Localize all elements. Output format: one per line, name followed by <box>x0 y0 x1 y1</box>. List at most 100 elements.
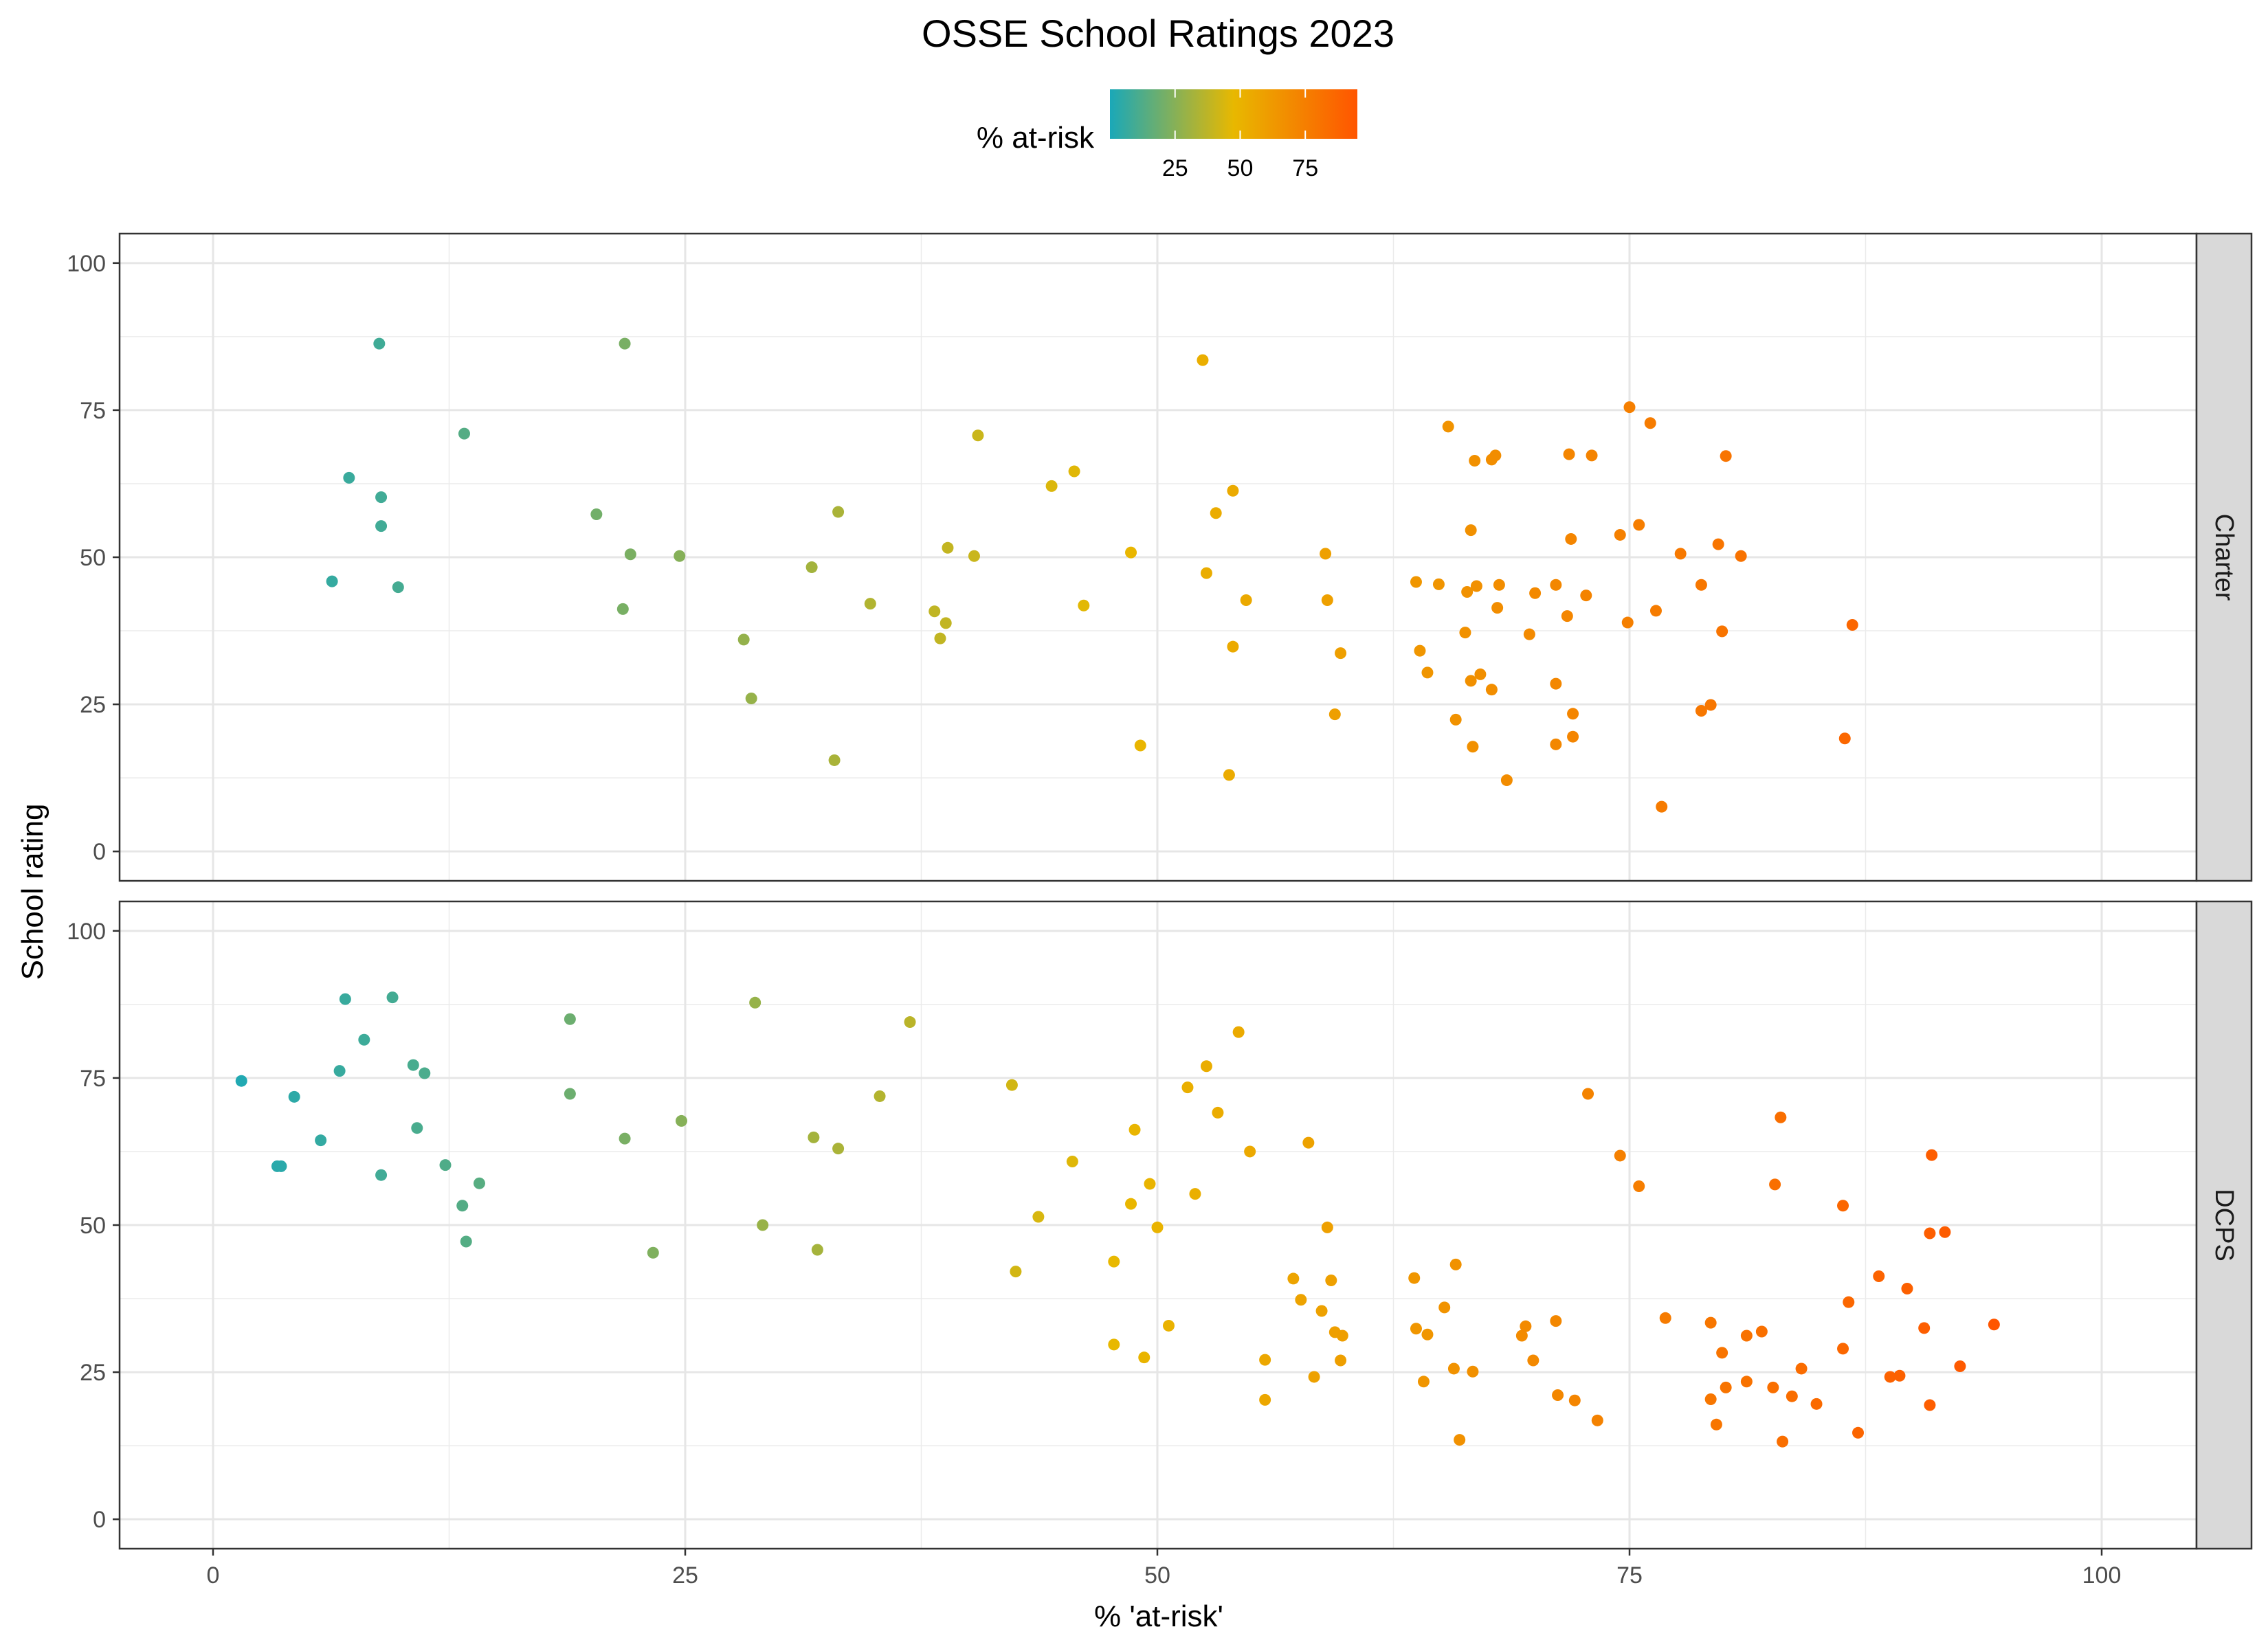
data-point <box>811 1244 823 1256</box>
data-point <box>1633 1180 1645 1192</box>
data-point <box>1769 1178 1781 1191</box>
data-point <box>1125 1198 1137 1210</box>
data-point <box>564 1013 576 1025</box>
y-tick-label: 75 <box>80 398 106 424</box>
data-point <box>1108 1338 1120 1351</box>
data-point <box>1550 579 1562 591</box>
data-point <box>1755 1325 1768 1338</box>
data-point <box>1162 1319 1175 1332</box>
data-point <box>1552 1389 1564 1401</box>
data-point <box>808 1131 820 1143</box>
data-point <box>1786 1390 1798 1402</box>
data-point <box>1302 1136 1315 1149</box>
facet-panel-charter: Charter 0 25 50 75 100 <box>67 232 2253 882</box>
data-point <box>1421 1328 1434 1340</box>
data-point <box>647 1246 659 1259</box>
y-tick-label: 100 <box>67 919 106 945</box>
data-point <box>1720 450 1732 462</box>
data-point <box>1068 465 1080 478</box>
data-point <box>1591 1414 1603 1426</box>
data-point <box>333 1065 346 1077</box>
data-point <box>1410 576 1422 588</box>
data-point <box>1918 1322 1931 1334</box>
data-point <box>1623 401 1636 414</box>
data-point <box>1846 618 1858 631</box>
x-axis-title: % 'at-risk' <box>1094 1600 1223 1633</box>
data-point <box>1515 1330 1528 1342</box>
data-point <box>460 1235 472 1248</box>
data-point <box>1470 580 1482 592</box>
data-point <box>458 427 470 440</box>
data-point <box>1491 602 1504 614</box>
data-point <box>1810 1398 1823 1410</box>
data-point <box>1408 1272 1421 1284</box>
data-point <box>1837 1343 1849 1355</box>
data-point <box>1005 1079 1018 1091</box>
data-point <box>1873 1270 1885 1283</box>
data-point <box>619 337 631 350</box>
data-point <box>1442 420 1454 433</box>
data-point <box>1240 594 1252 607</box>
data-point <box>411 1122 423 1134</box>
data-point <box>1893 1369 1906 1382</box>
data-point <box>1259 1393 1271 1406</box>
data-point <box>1716 1347 1728 1359</box>
data-point <box>1189 1188 1201 1200</box>
data-point <box>1735 550 1747 562</box>
data-point <box>1045 480 1058 492</box>
data-point <box>1720 1381 1732 1393</box>
data-point <box>343 471 355 484</box>
data-point <box>1582 1088 1594 1100</box>
data-point <box>832 506 845 518</box>
data-point <box>1884 1371 1896 1383</box>
facet-strip <box>2195 900 2253 1550</box>
data-point <box>1580 590 1592 602</box>
data-point <box>676 1114 688 1127</box>
data-point <box>1244 1145 1256 1158</box>
data-point <box>1459 627 1471 639</box>
x-tick-label: 0 <box>207 1562 220 1589</box>
data-point <box>1227 640 1239 653</box>
data-point <box>419 1067 431 1079</box>
data-point <box>1474 668 1487 680</box>
data-point <box>375 491 388 504</box>
data-point <box>1461 586 1474 598</box>
legend-colorbar <box>1110 89 1357 139</box>
data-point <box>1614 1149 1626 1162</box>
data-point <box>1032 1211 1045 1223</box>
data-point <box>904 1016 916 1029</box>
data-point <box>407 1059 419 1071</box>
data-point <box>1485 684 1498 696</box>
data-point <box>1465 675 1477 687</box>
data-point <box>1795 1362 1808 1375</box>
data-point <box>1438 1301 1451 1314</box>
data-point <box>1633 519 1645 531</box>
data-point <box>1939 1226 1951 1238</box>
data-point <box>1527 1354 1539 1367</box>
y-tick-label: 25 <box>80 1360 106 1386</box>
y-axis-title: School rating <box>16 804 49 980</box>
data-point <box>315 1134 327 1147</box>
data-point <box>1315 1305 1328 1317</box>
data-point <box>358 1033 370 1046</box>
data-point <box>1200 567 1212 579</box>
data-point <box>968 550 980 562</box>
data-point <box>1704 699 1717 711</box>
data-point <box>1550 677 1562 690</box>
data-point <box>1924 1399 1936 1411</box>
data-point <box>1197 354 1209 366</box>
data-point <box>590 508 603 520</box>
legend-tick-label: 50 <box>1227 155 1254 181</box>
data-point <box>1223 769 1235 781</box>
data-point <box>1295 1294 1307 1306</box>
data-point <box>326 575 338 587</box>
data-point <box>1567 708 1579 720</box>
data-point <box>1529 587 1542 599</box>
legend-title: % at-risk <box>977 121 1095 155</box>
data-point <box>1200 1060 1212 1073</box>
y-tick-label: 100 <box>67 251 106 277</box>
legend: % at-risk 25 50 75 <box>977 89 1357 181</box>
data-point <box>1129 1123 1141 1136</box>
facet-strip-label: Charter <box>2210 514 2238 601</box>
data-point <box>375 1169 388 1181</box>
